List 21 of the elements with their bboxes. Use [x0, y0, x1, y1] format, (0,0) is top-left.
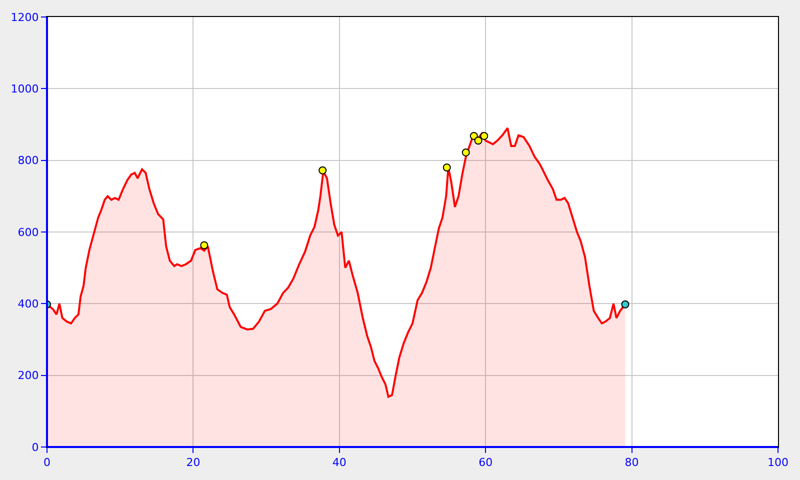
y-tick-label: 200: [18, 369, 39, 382]
point: [470, 132, 478, 140]
point: [621, 300, 630, 308]
x-tick-label: 60: [478, 456, 493, 470]
x-tick-label: 0: [44, 456, 50, 470]
point: [442, 164, 451, 172]
point: [200, 241, 208, 250]
y-tick-label: 800: [18, 154, 39, 168]
y-tick-label: 600: [18, 226, 39, 239]
point: [462, 148, 470, 156]
point: [480, 132, 488, 140]
x-tick-label: 100: [768, 456, 788, 470]
point: [474, 136, 482, 145]
y-tick-label: 1200: [10, 10, 39, 24]
y-tick-label: 1000: [10, 82, 39, 96]
y-tick-label: 0: [32, 440, 39, 454]
y-tick-label: 400: [18, 298, 39, 311]
x-tick-label: 40: [332, 456, 346, 470]
x-tick-label: 20: [186, 456, 200, 470]
point: [318, 166, 327, 174]
x-tick-label: 80: [624, 456, 639, 470]
